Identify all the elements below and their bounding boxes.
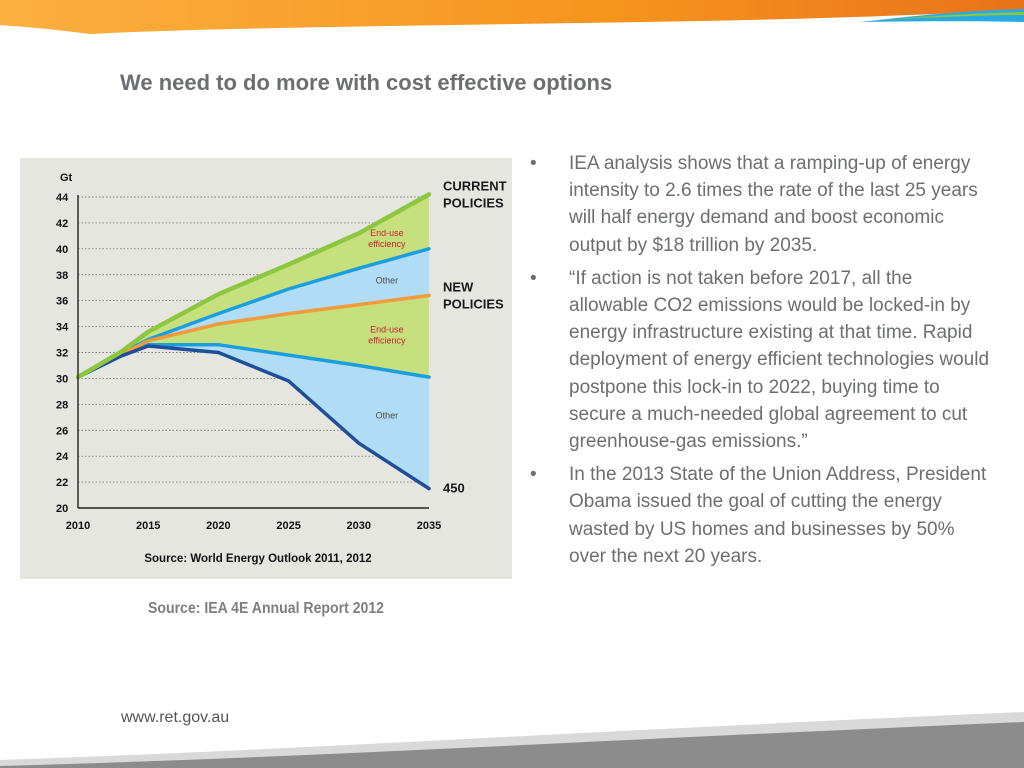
series-label-new: NEW [443,279,474,294]
y-tick-label: 30 [56,373,68,385]
bullet-text: In the 2013 State of the Union Address, … [569,464,987,567]
series-label-current: CURRENT [443,178,507,193]
y-tick-label: 40 [56,244,68,256]
series-line-path-450 [76,344,431,491]
y-tick-label: 32 [56,348,68,360]
chart-band-1 [78,248,429,378]
y-tick-label: 22 [56,477,68,489]
top-decorative-band [0,0,1024,34]
x-tick-label: 2025 [276,520,300,532]
y-unit-label: Gt [60,172,73,184]
emissions-chart: 20 22 24 26 28 30 32 34 36 38 40 42 44 2010 2015 2020 20… [56,172,507,565]
region-annotation: Other [376,276,399,286]
chart-band-3 [78,344,429,489]
bullet-item: • “If action is not taken before 2017, a… [530,265,996,455]
x-tick-label: 2010 [66,520,90,532]
series-label-new: POLICIES [443,296,504,311]
series-label-path-450: 450 [443,481,465,496]
y-tick-label: 20 [56,503,68,515]
region-annotation: efficiency [368,239,406,249]
region-annotation: End-use [370,325,404,335]
bullet-list: • IEA analysis shows that a ramping-up o… [530,150,996,576]
bullet-text: IEA analysis shows that a ramping-up of … [569,153,978,256]
x-tick-label: 2020 [206,520,230,532]
bullet-marker: • [530,464,537,486]
y-tick-label: 44 [56,192,69,204]
bullet-item: • In the 2013 State of the Union Address… [530,461,996,570]
x-tick-label: 2015 [136,520,160,532]
y-tick-label: 34 [56,322,69,334]
x-tick-label: 2030 [347,520,371,532]
y-tick-label: 38 [56,270,68,282]
chart-panel: 20 22 24 26 28 30 32 34 36 38 40 42 44 2010 2015 2020 20… [20,158,512,579]
image-caption: Source: IEA 4E Annual Report 2012 [147,600,385,617]
y-tick-label: 28 [56,399,68,411]
y-tick-label: 26 [56,425,68,437]
slide-title: We need to do more with cost effective o… [120,70,613,95]
chart-source-label: Source: World Energy Outlook 2011, 2012 [144,553,371,565]
region-annotation: End-use [370,228,404,238]
bullet-text: “If action is not taken before 2017, all… [569,267,990,453]
series-line-current [75,192,432,380]
series-label-current: POLICIES [443,195,504,210]
bullet-marker: • [530,153,537,174]
y-tick-label: 42 [56,218,68,230]
bullet-marker: • [530,267,537,289]
x-tick-label: 2035 [417,520,441,532]
footer-url: www.ret.gov.au [121,709,230,726]
y-tick-label: 24 [56,451,69,463]
chart-band-2 [78,295,429,378]
region-annotation: efficiency [368,336,406,346]
y-tick-label: 36 [56,296,68,308]
bullet-item: • IEA analysis shows that a ramping-up o… [530,150,996,259]
region-annotation: Other [376,411,399,421]
bottom-decorative-band [0,712,1024,768]
